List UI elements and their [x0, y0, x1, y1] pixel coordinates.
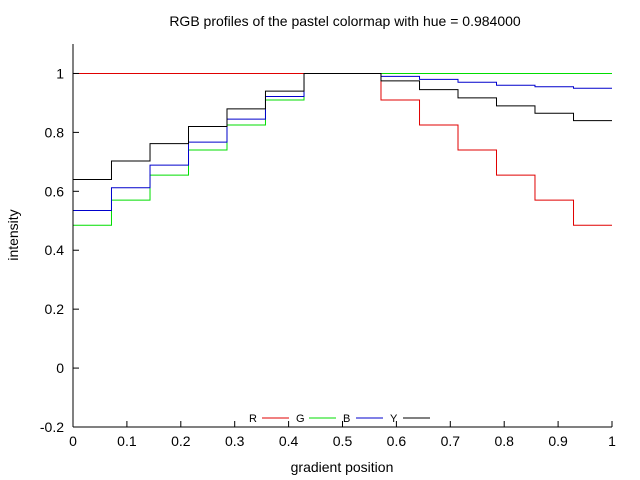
legend-label-g: G: [296, 413, 305, 425]
legend-label-y: Y: [390, 413, 398, 425]
x-tick-label: 1: [608, 433, 616, 449]
x-tick-label: 0.5: [333, 433, 353, 449]
x-tick-label: 0.9: [548, 433, 568, 449]
legend-label-r: R: [249, 413, 257, 425]
x-tick-label: 0.8: [494, 433, 514, 449]
series-line-g: [73, 72, 612, 226]
y-tick-label: 1: [56, 65, 64, 81]
series-line-r: [73, 72, 612, 226]
x-tick-label: 0: [69, 433, 77, 449]
x-axis-label: gradient position: [291, 459, 394, 475]
legend-label-b: B: [343, 413, 350, 425]
x-tick-label: 0.7: [441, 433, 461, 449]
y-tick-label: 0.8: [45, 124, 65, 140]
x-tick-label: 0.4: [279, 433, 299, 449]
plot-area: [73, 72, 612, 226]
y-axis-label: intensity: [5, 209, 21, 260]
x-tick-label: 0.2: [171, 433, 191, 449]
x-tick-label: 0.1: [117, 433, 137, 449]
y-tick-label: 0.6: [45, 183, 65, 199]
y-tick-label: 0: [56, 360, 64, 376]
series-line-b: [73, 72, 612, 211]
chart-title: RGB profiles of the pastel colormap with…: [169, 13, 521, 29]
y-tick-label: 0.2: [45, 301, 65, 317]
y-tick-label: -0.2: [40, 419, 64, 435]
x-tick-label: 0.3: [225, 433, 245, 449]
series-line-y: [73, 72, 612, 181]
y-tick-label: 0.4: [45, 242, 65, 258]
axes: 0 0.1 0.2 0.3 0.4 0.5 0.6 0.7 0.8 0.9 1 -0.2 0 0.2 0.4…: [40, 44, 616, 449]
x-tick-label: 0.6: [387, 433, 407, 449]
